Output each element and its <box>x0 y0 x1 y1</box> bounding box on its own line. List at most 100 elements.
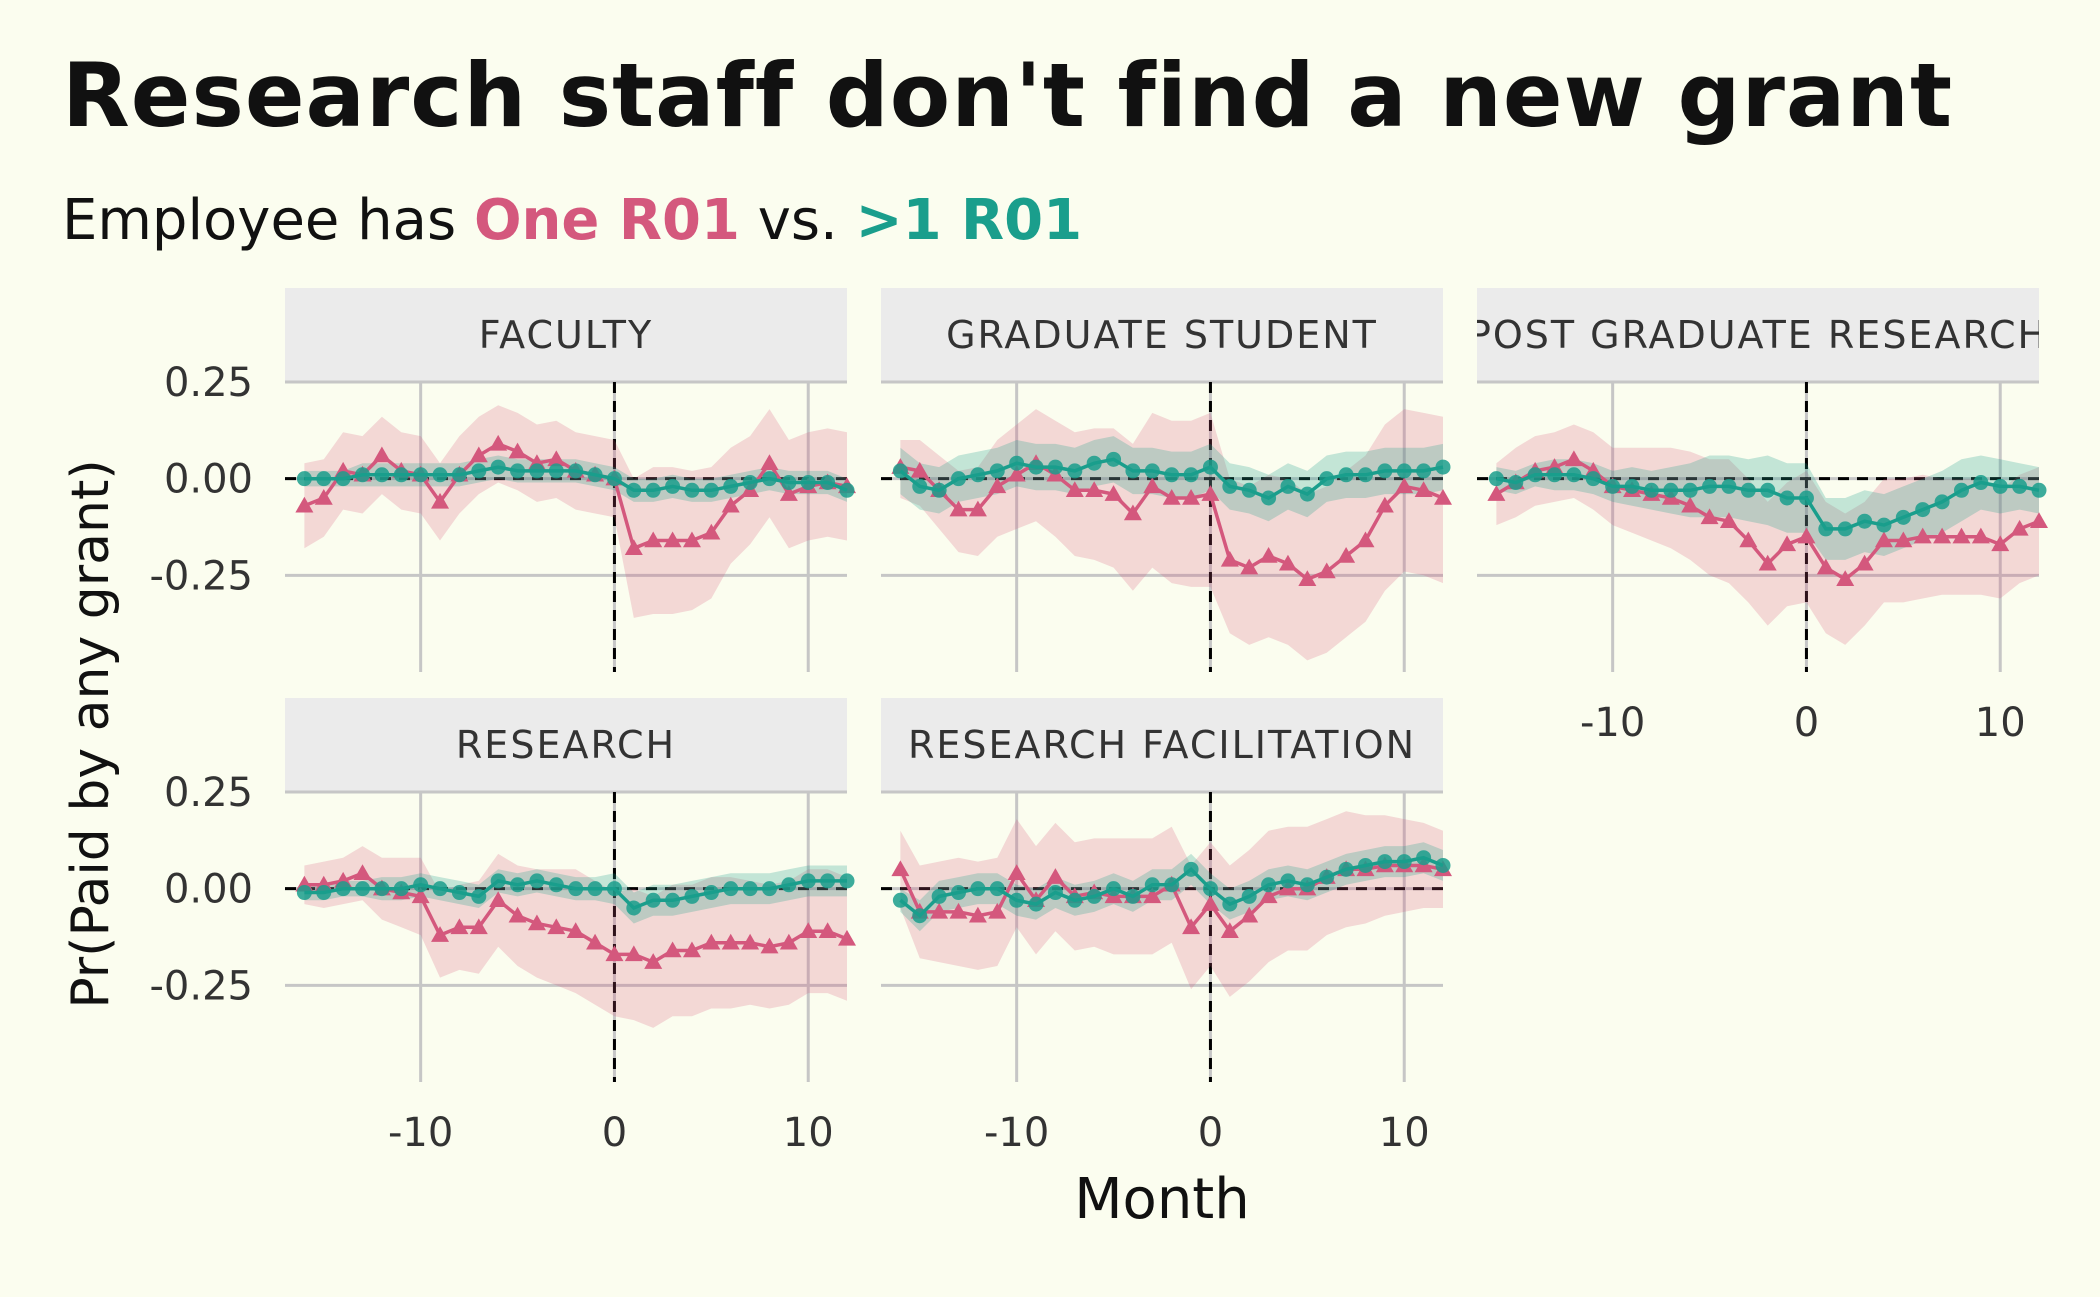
data-point-1-r01 <box>1047 459 1063 475</box>
x-tick-label: 10 <box>1379 1110 1430 1156</box>
data-point-one-r01 <box>1162 489 1181 505</box>
data-point-1-r01 <box>548 877 564 893</box>
data-point-1-r01 <box>568 881 584 897</box>
data-point-one-r01 <box>702 933 721 950</box>
data-point-1-r01 <box>1183 861 1199 877</box>
data-point-1-r01 <box>1396 854 1412 870</box>
data-point-one-r01 <box>1894 531 1913 548</box>
data-point-one-r01 <box>1104 485 1123 501</box>
data-point-1-r01 <box>1241 482 1257 498</box>
data-point-one-r01 <box>1991 535 2010 552</box>
x-tick-label: -10 <box>388 1110 453 1156</box>
data-point-one-r01 <box>779 485 798 501</box>
data-point-1-r01 <box>781 877 797 893</box>
data-point-one-r01 <box>1046 868 1065 884</box>
x-tick-label: 0 <box>1198 1110 1223 1156</box>
data-point-one-r01 <box>988 902 1007 919</box>
data-point-one-r01 <box>1933 527 1952 544</box>
data-point-1-r01 <box>1435 459 1451 475</box>
data-point-one-r01 <box>1220 550 1239 567</box>
data-point-1-r01 <box>989 463 1005 479</box>
x-tick-label: -10 <box>984 1110 1049 1156</box>
panel-research: RESEARCH 0.25 0.00 -0.25 -10 0 10 <box>150 698 856 1156</box>
data-point-1-r01 <box>529 873 545 889</box>
data-point-1-r01 <box>1663 482 1679 498</box>
data-point-1-r01 <box>335 881 351 897</box>
data-point-one-r01 <box>624 539 643 556</box>
data-point-one-r01 <box>1874 531 1893 548</box>
data-point-1-r01 <box>1837 521 1853 537</box>
data-point-1-r01 <box>951 471 967 487</box>
data-point-one-r01 <box>1913 527 1932 544</box>
data-point-1-r01 <box>1682 482 1698 498</box>
data-point-one-r01 <box>1007 864 1026 880</box>
data-point-1-r01 <box>393 467 409 483</box>
data-point-1-r01 <box>1488 471 1504 487</box>
panel-strip <box>881 698 1443 792</box>
data-point-one-r01 <box>1143 477 1162 494</box>
data-point-one-r01 <box>891 860 910 877</box>
data-point-1-r01 <box>645 892 661 908</box>
data-point-1-r01 <box>665 892 681 908</box>
data-point-one-r01 <box>624 945 643 962</box>
data-point-1-r01 <box>970 467 986 483</box>
data-point-one-r01 <box>644 953 663 969</box>
panel-title-graduate-student: GRADUATE STUDENT <box>946 313 1378 357</box>
data-point-1-r01 <box>1857 513 1873 529</box>
data-point-1-r01 <box>1261 877 1277 893</box>
data-point-one-r01 <box>721 496 740 513</box>
y-tick-label: 0.25 <box>164 770 253 816</box>
data-point-1-r01 <box>1047 885 1063 901</box>
y-tick-label: 0.00 <box>164 457 253 503</box>
data-point-one-r01 <box>1700 508 1719 525</box>
data-point-1-r01 <box>529 463 545 479</box>
data-point-one-r01 <box>1971 527 1990 544</box>
data-point-1-r01 <box>568 463 584 479</box>
data-point-1-r01 <box>374 881 390 897</box>
data-point-1-r01 <box>1183 467 1199 483</box>
data-point-1-r01 <box>296 885 312 901</box>
data-point-one-r01 <box>968 500 987 517</box>
data-point-1-r01 <box>1643 482 1659 498</box>
data-point-1-r01 <box>892 463 908 479</box>
data-point-one-r01 <box>1337 547 1356 563</box>
data-point-one-r01 <box>1182 918 1201 935</box>
data-point-one-r01 <box>1085 481 1104 498</box>
data-point-one-r01 <box>721 933 740 950</box>
data-point-one-r01 <box>1434 489 1452 505</box>
y-tick-label: 0.00 <box>164 867 253 913</box>
data-point-1-r01 <box>587 467 603 483</box>
data-point-1-r01 <box>1164 467 1180 483</box>
data-point-one-r01 <box>431 492 450 509</box>
data-point-one-r01 <box>741 933 760 950</box>
x-tick-label: -10 <box>1580 700 1645 746</box>
x-tick-label: 0 <box>1794 700 1819 746</box>
data-point-1-r01 <box>1934 494 1950 510</box>
data-point-one-r01 <box>682 531 701 548</box>
data-point-one-r01 <box>663 531 682 548</box>
data-point-1-r01 <box>393 881 409 897</box>
data-point-one-r01 <box>760 454 779 470</box>
data-point-1-r01 <box>335 471 351 487</box>
data-point-1-r01 <box>1357 467 1373 483</box>
data-point-1-r01 <box>1028 896 1044 912</box>
data-point-1-r01 <box>1915 502 1931 518</box>
data-point-one-r01 <box>566 922 585 938</box>
data-point-1-r01 <box>606 471 622 487</box>
data-point-1-r01 <box>1798 490 1814 506</box>
data-point-1-r01 <box>800 475 816 491</box>
data-point-1-r01 <box>1125 463 1141 479</box>
data-point-1-r01 <box>1721 478 1737 494</box>
data-point-one-r01 <box>1356 531 1375 548</box>
data-point-1-r01 <box>684 482 700 498</box>
data-point-1-r01 <box>1547 467 1563 483</box>
data-point-1-r01 <box>1895 509 1911 525</box>
panel-title-research-facilitation: RESEARCH FACILITATION <box>908 723 1416 767</box>
data-point-one-r01 <box>1395 477 1414 494</box>
data-point-one-r01 <box>1855 554 1874 571</box>
data-point-1-r01 <box>1992 478 2008 494</box>
data-point-1-r01 <box>432 467 448 483</box>
data-point-one-r01 <box>702 523 721 540</box>
data-point-1-r01 <box>2031 482 2047 498</box>
data-point-one-r01 <box>1836 570 1855 586</box>
